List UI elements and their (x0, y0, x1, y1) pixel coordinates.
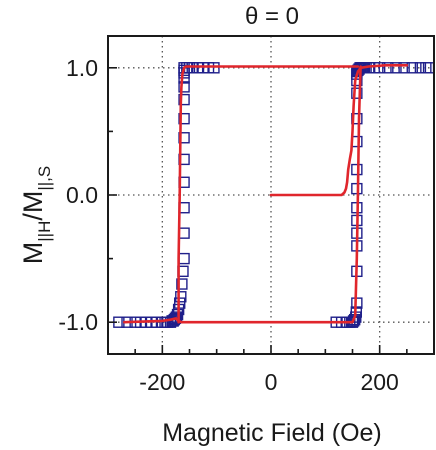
y-axis-label-sub1: ||H (35, 221, 54, 242)
y-tick-label: 1.0 (66, 55, 98, 81)
x-tick-label: 200 (360, 369, 398, 395)
data-point (398, 62, 410, 74)
data-point (373, 62, 386, 74)
data-point (169, 312, 182, 325)
data-point (351, 163, 363, 176)
data-point (390, 62, 402, 74)
data-point (178, 112, 190, 125)
data-point (176, 278, 188, 290)
fit-line-3 (269, 64, 409, 197)
y-axis-label-base: M (18, 242, 48, 265)
x-tick-label: 0 (265, 369, 278, 395)
data-point (175, 291, 187, 303)
x-axis-label: Magnetic Field (Oe) (162, 419, 382, 447)
data-point (351, 87, 363, 99)
data-point (170, 311, 183, 323)
y-tick-label: -1.0 (58, 309, 98, 335)
data-point (178, 227, 190, 239)
axis-ticks (107, 67, 435, 354)
grid-lines (108, 36, 434, 354)
data-point (382, 62, 394, 74)
y-tick-label: 0.0 (66, 182, 98, 208)
data-point (178, 93, 190, 106)
x-tick-label: -200 (139, 369, 185, 395)
chart-title: θ = 0 (245, 3, 299, 30)
y-axis-label-sub2: ||,S (35, 166, 54, 191)
data-point (178, 252, 190, 265)
fit-line-2 (123, 65, 362, 324)
y-axis-label: M||H/M||,S (18, 166, 54, 265)
fit-line-1 (177, 65, 360, 324)
data-point (178, 81, 190, 93)
tick-labels: -200 0 200 -1.0 0.0 1.0 (58, 55, 398, 395)
data-point (406, 62, 418, 74)
y-axis-label-slash: /M (18, 191, 48, 221)
fit-lines (123, 64, 409, 324)
data-point (178, 132, 190, 144)
